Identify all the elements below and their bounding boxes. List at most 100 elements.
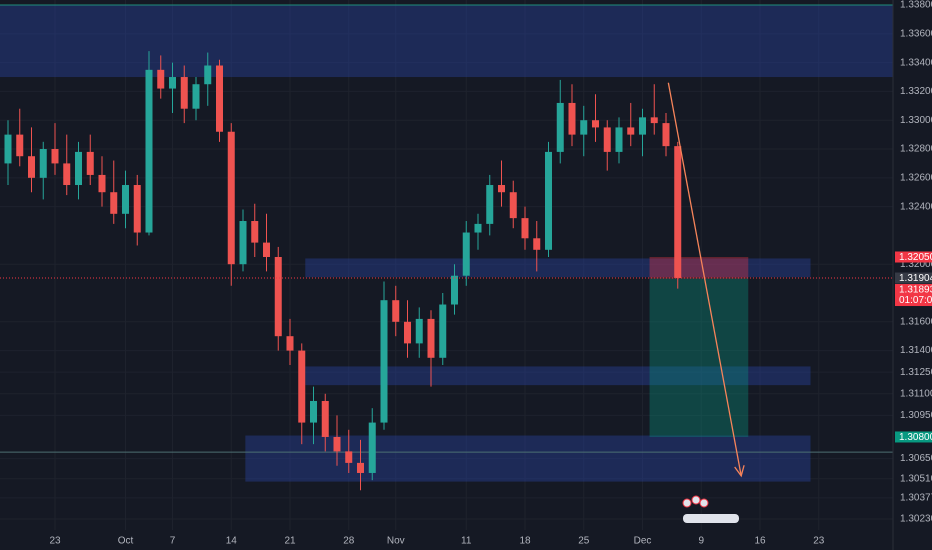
y-tick-label: 1.33800 bbox=[900, 0, 932, 11]
candle-body bbox=[533, 238, 541, 250]
candle-body bbox=[122, 185, 129, 214]
y-tick-label: 1.30510 bbox=[900, 473, 932, 484]
candle-body bbox=[180, 77, 188, 109]
candle-body bbox=[357, 462, 364, 473]
candle-body bbox=[556, 102, 564, 152]
candle-body bbox=[545, 151, 552, 250]
x-tick-label: 11 bbox=[461, 536, 472, 547]
candle-body bbox=[16, 134, 24, 157]
x-tick-label: 28 bbox=[343, 536, 355, 547]
candle-body bbox=[39, 149, 47, 178]
x-tick-label: 7 bbox=[170, 536, 176, 547]
candle-body bbox=[286, 336, 294, 351]
icon bbox=[699, 498, 709, 508]
price-marker-label: 1.30800 bbox=[899, 432, 932, 443]
x-tick-label: 25 bbox=[578, 536, 590, 547]
zone bbox=[305, 366, 811, 386]
candle-body bbox=[404, 321, 411, 344]
candle-body bbox=[157, 69, 165, 89]
x-tick-label: 16 bbox=[754, 536, 766, 547]
price-marker-label: 1.32050 bbox=[899, 252, 932, 263]
candle-body bbox=[439, 304, 447, 358]
y-tick-label: 1.30650 bbox=[900, 453, 932, 464]
y-tick-label: 1.32000 bbox=[900, 259, 932, 270]
candle-body bbox=[592, 120, 599, 128]
countdown-label: 01:07:08 bbox=[899, 295, 932, 306]
candle-body bbox=[298, 350, 306, 423]
candle-body bbox=[63, 163, 71, 186]
stop-zone bbox=[649, 257, 749, 279]
price-marker bbox=[895, 284, 932, 307]
y-tick-label: 1.30377 bbox=[900, 493, 932, 504]
x-tick-label: 18 bbox=[519, 536, 531, 547]
x-tick-label: 9 bbox=[698, 536, 704, 547]
candle-body bbox=[310, 400, 317, 423]
candle-body bbox=[521, 218, 529, 239]
x-tick-label: Oct bbox=[118, 536, 134, 547]
arrow-line bbox=[667, 82, 742, 476]
y-tick-label: 1.31600 bbox=[900, 316, 932, 327]
candle-body bbox=[239, 221, 247, 265]
price-marker-label: 1.31904 bbox=[899, 273, 932, 284]
candle-body bbox=[274, 257, 282, 337]
icon bbox=[683, 514, 739, 523]
candle-body bbox=[345, 451, 353, 463]
candle-body bbox=[368, 422, 376, 473]
target-zone bbox=[649, 278, 749, 437]
candle-body bbox=[568, 102, 576, 135]
y-tick-label: 1.32400 bbox=[900, 201, 932, 212]
y-tick-label: 1.33200 bbox=[900, 86, 932, 97]
candle-body bbox=[627, 127, 635, 135]
y-tick-label: 1.31400 bbox=[900, 345, 932, 356]
candle-body bbox=[580, 120, 588, 135]
y-tick-label: 1.30230 bbox=[900, 514, 932, 525]
x-tick-label: 21 bbox=[284, 536, 296, 547]
y-tick-label: 1.33600 bbox=[900, 28, 932, 39]
y-tick-label: 1.31100 bbox=[900, 388, 932, 399]
y-tick-label: 1.32800 bbox=[900, 144, 932, 155]
icon bbox=[682, 498, 692, 508]
candle-body bbox=[263, 242, 270, 258]
arrow-head bbox=[734, 465, 745, 478]
candle-body bbox=[75, 151, 82, 186]
y-tick-label: 1.33000 bbox=[900, 115, 932, 126]
price-marker bbox=[895, 272, 932, 284]
candle-body bbox=[133, 185, 141, 233]
candle-body bbox=[674, 146, 682, 279]
candle-body bbox=[192, 84, 200, 109]
price-marker bbox=[895, 431, 932, 443]
x-tick-label: Nov bbox=[387, 536, 405, 547]
price-marker-label: 1.31893 bbox=[899, 284, 932, 295]
candle-body bbox=[486, 185, 494, 224]
plot-area bbox=[0, 4, 893, 491]
candle-body bbox=[498, 185, 505, 193]
candle-body bbox=[603, 127, 611, 152]
y-tick-label: 1.33400 bbox=[900, 57, 932, 68]
candle-body bbox=[169, 77, 176, 89]
candle-body bbox=[51, 149, 59, 164]
candle-body bbox=[333, 436, 341, 452]
y-tick-label: 1.31250 bbox=[900, 367, 932, 378]
candle-body bbox=[639, 117, 646, 135]
candle-body bbox=[380, 300, 388, 423]
candle-body bbox=[145, 69, 153, 233]
candle-body bbox=[251, 221, 259, 243]
x-tick-label: 23 bbox=[49, 536, 61, 547]
candle-body bbox=[98, 174, 106, 193]
candle-body bbox=[28, 156, 35, 178]
x-tick-label: 23 bbox=[813, 536, 825, 547]
candle-body bbox=[321, 400, 329, 437]
candle-body bbox=[662, 123, 670, 147]
candle-body bbox=[4, 134, 12, 164]
candle-body bbox=[650, 117, 658, 124]
price-marker bbox=[895, 251, 932, 263]
candle-body bbox=[392, 300, 400, 322]
candle-body bbox=[86, 151, 94, 175]
candle-body bbox=[451, 275, 458, 305]
icon bbox=[691, 495, 701, 505]
candle-body bbox=[474, 223, 482, 233]
candle-body bbox=[615, 127, 623, 152]
candle-body bbox=[204, 65, 212, 85]
x-tick-label: Dec bbox=[634, 536, 652, 547]
